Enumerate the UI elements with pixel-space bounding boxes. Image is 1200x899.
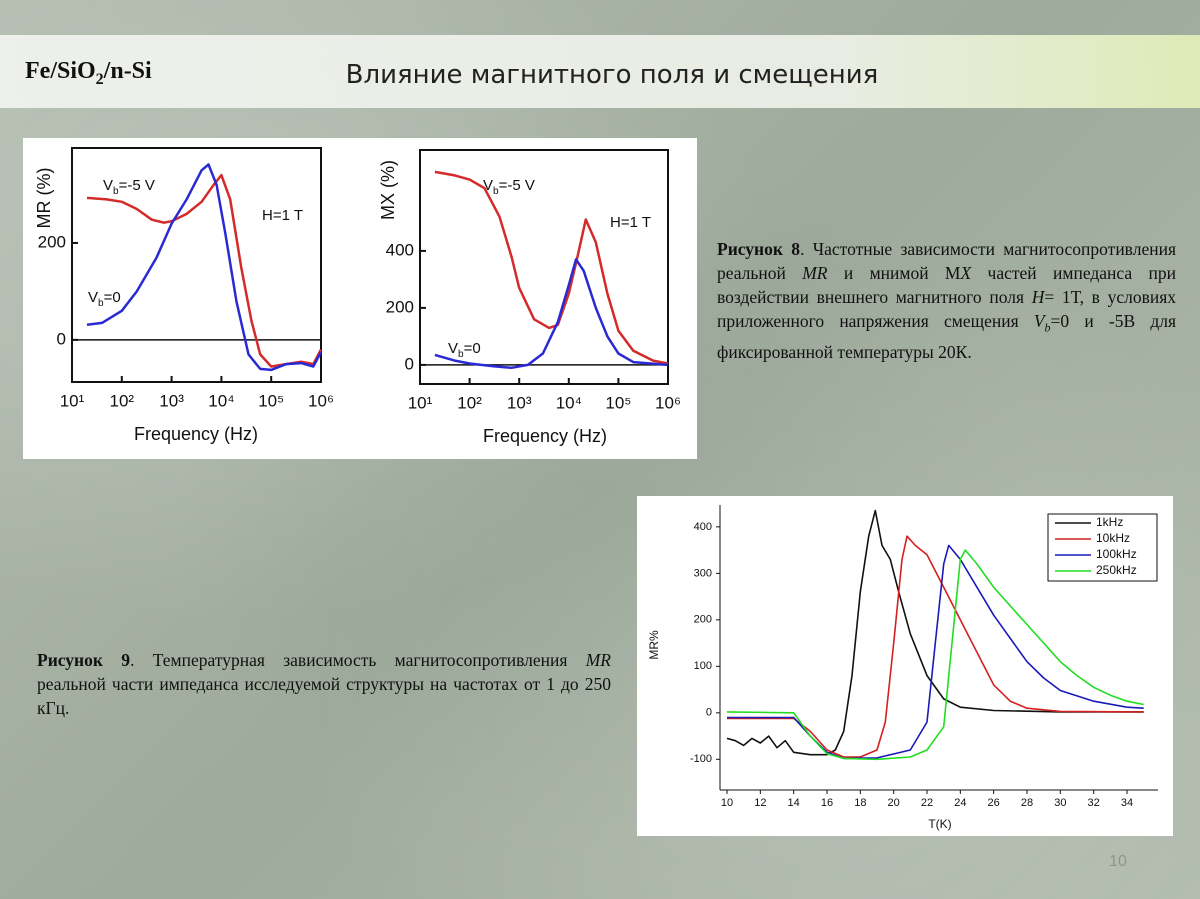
annotation-part: V [483,177,493,194]
caption-run: b [1044,320,1051,335]
plot-frame [71,147,322,383]
x-tick-label: 10⁵ [605,393,631,412]
y-tick-label: 300 [694,567,712,579]
caption-run: и мнимой М [827,263,961,283]
data-line [726,509,1144,756]
x-tick-label: 10 [721,797,733,809]
annotation-part: V [88,289,98,306]
x-tick-label: 10⁴ [556,393,582,412]
annotation-part: =-5 V [119,177,155,194]
x-tick-label: 10⁵ [258,391,284,410]
y-tick-label: 400 [694,521,712,533]
y-axis-label: MR% [647,630,661,660]
annotation-part: V [103,177,113,194]
x-axis-label: Frequency (Hz) [134,424,258,444]
figure-caption: Рисунок 9. Температурная зависимость маг… [37,648,611,720]
data-line [727,544,1144,760]
y-tick-label: 0 [706,707,712,719]
caption-run: = 1Т, в условиях приложенного напряжения… [717,287,1177,331]
x-tick-label: 30 [1054,797,1066,809]
annotation-part: =-5 V [499,177,535,194]
y-tick-label: 100 [694,660,712,672]
y-tick-label: 200 [694,614,712,626]
data-line [86,163,323,372]
annotation-part: H=1 T [262,207,303,224]
y-tick-label: 400 [386,240,414,259]
annotation: Vb=0 [88,289,121,309]
x-tick-label: 10² [457,393,482,412]
x-tick-label: 24 [954,797,966,809]
caption-run: реальной части импеданса исследуемой стр… [37,674,611,718]
caption-run: V [1033,311,1045,331]
annotation-part: V [448,340,458,357]
y-tick-label: 200 [386,297,414,316]
legend-label: 10kHz [1096,531,1130,545]
x-axis-label: T(K) [928,817,951,831]
x-tick-label: 20 [888,797,900,809]
header-label: Fe/SiO2/n-Si [25,58,152,88]
slide-title: Влияние магнитного поля и смещения [346,60,879,90]
x-tick-label: 34 [1121,797,1133,809]
x-tick-label: 10⁶ [655,393,681,412]
x-tick-label: 32 [1088,797,1100,809]
x-tick-label: 10³ [507,393,532,412]
annotation: Vb=0 [448,340,481,360]
annotation-part: b [98,298,104,309]
x-tick-label: 10⁴ [208,391,234,410]
caption-run: X [960,263,972,283]
figure-caption: Рисунок 8. Частотные зависимости магнито… [717,237,1176,364]
page-number: 10 [1109,853,1127,870]
x-tick-label: 22 [921,797,933,809]
x-tick-label: 14 [788,797,800,809]
x-tick-label: 12 [754,797,766,809]
header-band [0,35,1200,108]
caption-run: MR [585,650,611,670]
annotation-part: b [113,186,119,197]
annotation-part: =0 [104,289,121,306]
figure-panel [23,138,697,459]
data-line [726,549,1144,761]
legend-label: 250kHz [1096,563,1137,577]
annotation-part: H=1 T [610,214,651,231]
legend-label: 1kHz [1096,515,1123,529]
caption-run: Рисунок 8 [717,239,801,259]
legend-label: 100kHz [1096,547,1137,561]
data-line [727,535,1144,758]
legend-box [1047,513,1158,582]
y-axis-label: MR (%) [34,168,54,229]
caption-run: . Частотные зависимости магнитосопротивл… [717,239,1176,283]
x-tick-label: 28 [1021,797,1033,809]
x-tick-label: 10¹ [60,391,85,410]
annotation: Vb=-5 V [483,177,535,197]
y-axis-label: MX (%) [378,160,398,220]
plot-frame [419,149,669,385]
annotation: H=1 T [262,207,303,224]
x-tick-label: 10¹ [408,393,433,412]
x-axis-label: Frequency (Hz) [483,426,607,446]
x-tick-label: 10⁶ [308,391,334,410]
data-line [434,258,669,370]
caption-run: Рисунок 9 [37,650,131,670]
caption-run: . Температурная зависимость магнитосопро… [130,650,586,670]
x-tick-label: 16 [821,797,833,809]
annotation: Vb=-5 V [103,177,155,197]
annotation-part: =0 [464,340,481,357]
x-tick-label: 10² [110,391,135,410]
y-tick-label: 0 [405,354,414,373]
caption-run: MR [802,263,828,283]
annotation-part: b [458,349,464,360]
x-tick-label: 18 [854,797,866,809]
annotation-part: b [493,186,499,197]
caption-run: H [1031,287,1045,307]
x-tick-label: 10³ [159,391,184,410]
y-tick-label: 0 [57,329,66,348]
y-tick-label: 200 [38,232,66,251]
caption-run: частей импеданса при воздействии внешнег… [717,263,1176,307]
y-tick-label: -100 [690,753,712,765]
x-tick-label: 26 [988,797,1000,809]
caption-run: =0 и -5В для фиксированной температуры 2… [717,311,1177,362]
annotation: H=1 T [610,214,651,231]
